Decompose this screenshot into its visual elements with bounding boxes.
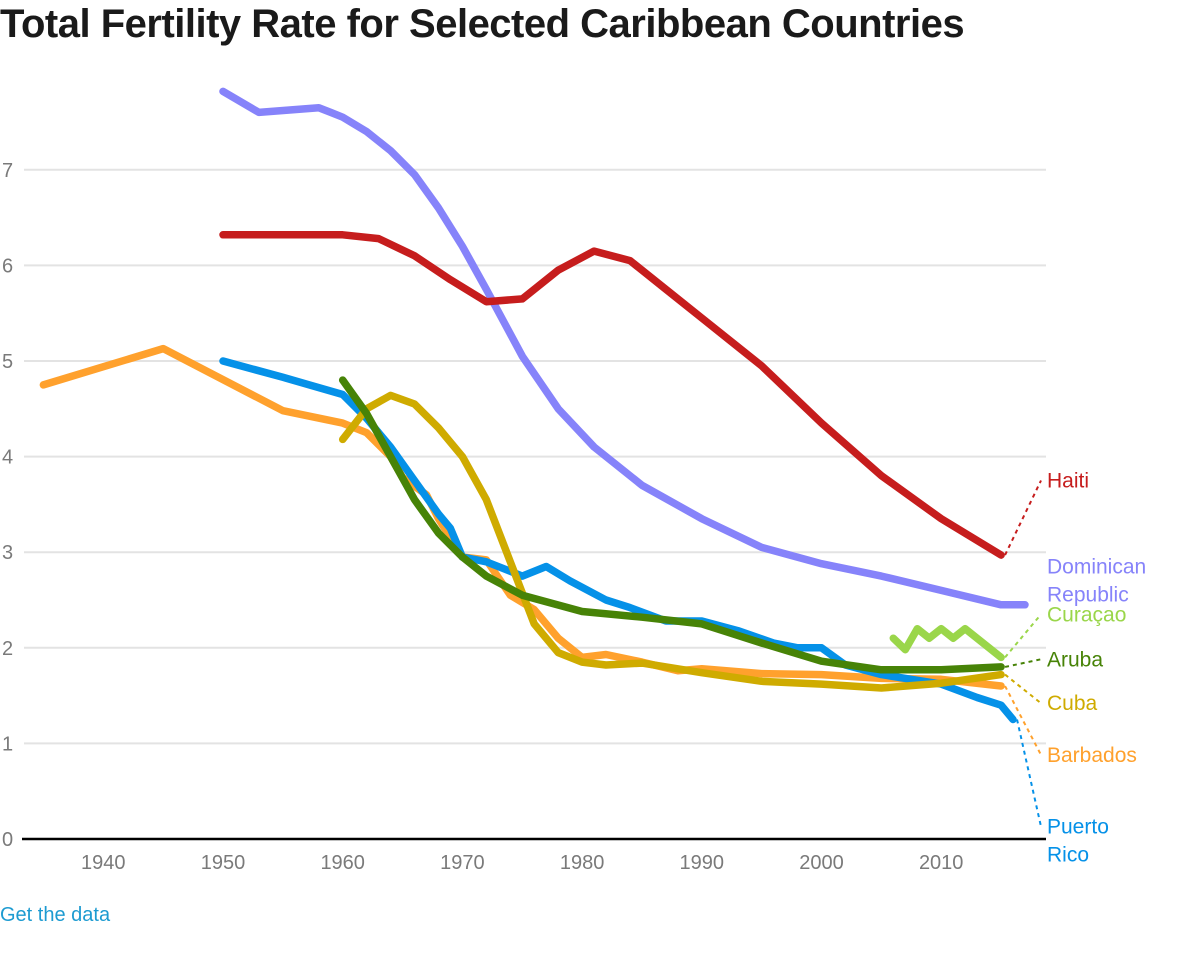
series-line-dominican-republic	[219, 87, 1029, 609]
leader-line-aruba	[1004, 658, 1042, 668]
y-tick-label: 0	[2, 829, 13, 851]
x-tick-label: 1970	[440, 852, 485, 874]
x-tick-label: 1980	[560, 852, 605, 874]
label-leader-lines	[1004, 480, 1042, 827]
leader-line-haiti	[1004, 480, 1042, 556]
y-tick-label: 6	[2, 255, 13, 277]
series-label-dominican-republic: Republic	[1047, 584, 1129, 607]
series-label-puerto-rico: Rico	[1047, 844, 1089, 867]
leader-line-puerto-rico	[1016, 719, 1042, 827]
series-line-cura-ao	[889, 624, 1005, 662]
series-label-haiti: Haiti	[1047, 470, 1089, 493]
x-axis-ticks: 1940 1950 1960 1970 1980 1990 2000 2010	[81, 852, 963, 874]
y-axis-ticks: 0 1 2 3 4 5 6 7	[2, 160, 13, 851]
series-line-haiti	[219, 231, 1005, 559]
series-line-barbados	[39, 344, 1005, 690]
y-tick-label: 7	[2, 160, 13, 182]
series-label-aruba: Aruba	[1047, 648, 1103, 671]
y-tick-label: 5	[2, 351, 13, 373]
x-tick-label: 1990	[680, 852, 725, 874]
chart-title: Total Fertility Rate for Selected Caribb…	[0, 2, 965, 46]
series-label-cuba: Cuba	[1047, 692, 1098, 715]
gridlines	[24, 168, 1046, 745]
series-lines	[39, 87, 1029, 724]
leader-line-barbados	[1004, 685, 1042, 756]
x-tick-label: 2010	[919, 852, 964, 874]
x-tick-label: 1940	[81, 852, 126, 874]
x-tick-label: 1950	[201, 852, 246, 874]
series-label-puerto-rico: Puerto	[1047, 816, 1109, 839]
y-tick-label: 4	[2, 447, 13, 469]
y-tick-label: 2	[2, 638, 13, 660]
y-tick-label: 3	[2, 542, 13, 564]
series-label-dominican-republic: Dominican	[1047, 556, 1146, 579]
x-tick-label: 1960	[320, 852, 365, 874]
series-line-aruba	[338, 376, 1005, 674]
series-line-cuba	[338, 391, 1005, 692]
series-label-barbados: Barbados	[1047, 744, 1137, 767]
y-tick-label: 1	[2, 733, 13, 755]
get-the-data-link[interactable]: Get the data	[0, 904, 111, 926]
leader-line-cuba	[1004, 673, 1042, 705]
series-label-cura-ao: Curaçao	[1047, 603, 1126, 626]
leader-line-cura-ao	[1004, 613, 1042, 659]
x-tick-label: 2000	[799, 852, 844, 874]
